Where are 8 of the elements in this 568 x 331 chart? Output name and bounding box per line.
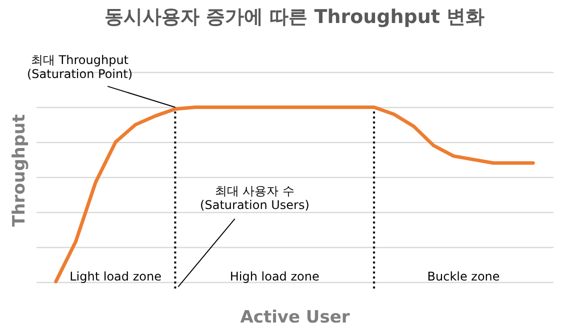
x-axis-title: Active User [240, 308, 350, 328]
y-axis-title: Throughput [10, 114, 30, 227]
chart-title: 동시사용자 증가에 따른 Throughput 변화 [104, 6, 485, 28]
text: 최대 Throughput (Saturation Point) [26, 53, 133, 82]
annotation: High load zone [230, 269, 320, 284]
annotation: Buckle zone [427, 269, 500, 284]
annotation: 최대 사용자 수 (Saturation Users) [200, 184, 310, 212]
annotation: Light load zone [70, 269, 162, 284]
